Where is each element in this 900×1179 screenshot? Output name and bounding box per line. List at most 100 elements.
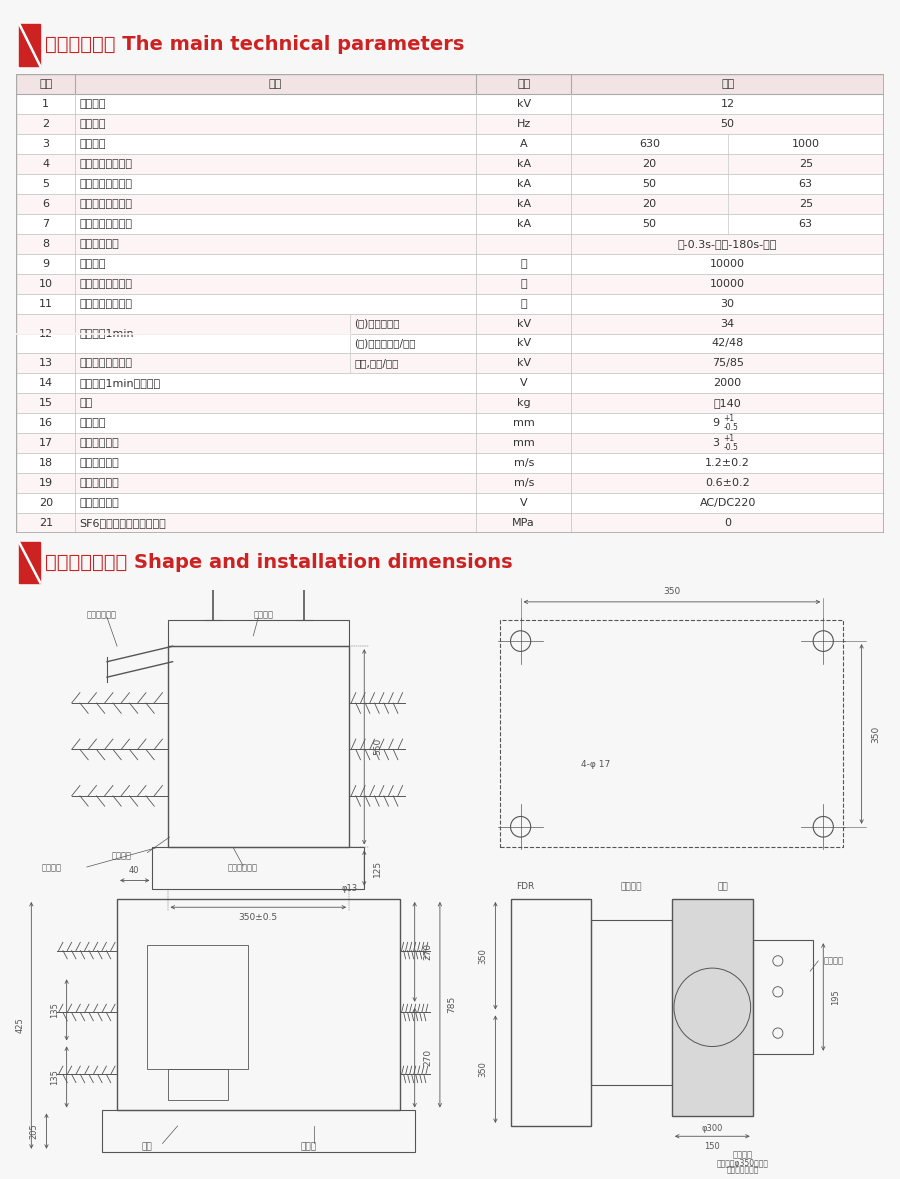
Text: 25: 25 xyxy=(798,199,813,209)
Bar xyxy=(16,114,884,134)
Bar xyxy=(16,274,884,294)
Bar xyxy=(167,1069,228,1100)
Text: 额定电流: 额定电流 xyxy=(79,139,106,149)
Text: 次: 次 xyxy=(520,278,527,289)
Bar xyxy=(16,334,884,354)
Text: 触头接触行程: 触头接触行程 xyxy=(79,439,120,448)
Bar xyxy=(16,453,884,473)
Text: 40: 40 xyxy=(129,865,140,875)
Text: 1: 1 xyxy=(42,99,50,110)
Text: （适用于φ350以下）: （适用于φ350以下） xyxy=(716,1159,769,1167)
Text: 13: 13 xyxy=(39,358,53,368)
Bar xyxy=(102,1111,415,1152)
Text: V: V xyxy=(520,498,527,508)
Bar xyxy=(752,941,814,1054)
Text: kV: kV xyxy=(517,338,531,349)
Text: 机构罩: 机构罩 xyxy=(301,1142,317,1151)
Text: 785: 785 xyxy=(447,996,456,1014)
Text: A: A xyxy=(520,139,527,149)
Text: 名称: 名称 xyxy=(269,79,283,90)
Text: 50: 50 xyxy=(643,219,656,229)
Text: 1000: 1000 xyxy=(792,139,820,149)
Text: 14: 14 xyxy=(39,378,53,388)
Bar xyxy=(19,24,40,66)
Text: (湿)相间，对地: (湿)相间，对地 xyxy=(355,318,400,329)
Text: 12: 12 xyxy=(39,329,53,338)
Text: kV: kV xyxy=(517,318,531,329)
Bar xyxy=(16,74,884,94)
Text: 11: 11 xyxy=(39,298,53,309)
Text: 储能指示: 储能指示 xyxy=(112,851,132,861)
Text: 6: 6 xyxy=(42,199,50,209)
Text: 相间,对地/断口: 相间,对地/断口 xyxy=(355,358,399,368)
Text: 手动储能手柄: 手动储能手柄 xyxy=(86,611,117,620)
Text: kA: kA xyxy=(517,159,531,169)
Bar xyxy=(16,253,884,274)
Text: 额定电流开断次数: 额定电流开断次数 xyxy=(79,278,132,289)
Text: 额定操作电压: 额定操作电压 xyxy=(79,498,120,508)
Text: 21: 21 xyxy=(39,518,53,528)
Bar xyxy=(16,213,884,233)
Text: 10000: 10000 xyxy=(710,258,745,269)
Bar xyxy=(19,542,40,582)
Text: 270: 270 xyxy=(423,1049,432,1066)
Text: 额定短时耐受电流: 额定短时耐受电流 xyxy=(79,199,132,209)
Text: 固定金具: 固定金具 xyxy=(824,956,843,966)
Text: 箱体: 箱体 xyxy=(142,1142,153,1151)
Text: 12: 12 xyxy=(721,99,734,110)
Text: 雷电冲击耐受电压: 雷电冲击耐受电压 xyxy=(79,358,132,368)
Text: -0.5: -0.5 xyxy=(724,443,738,452)
Text: 额定频率: 额定频率 xyxy=(79,119,106,130)
Text: 5: 5 xyxy=(42,179,50,189)
Bar xyxy=(16,174,884,193)
Text: 20: 20 xyxy=(39,498,53,508)
Text: 手合指示: 手合指示 xyxy=(253,611,274,620)
Text: kA: kA xyxy=(517,179,531,189)
Text: Hz: Hz xyxy=(517,119,531,130)
Text: 序号: 序号 xyxy=(39,79,52,90)
Text: 17: 17 xyxy=(39,439,53,448)
Text: 额定短路关合电流: 额定短路关合电流 xyxy=(79,219,132,229)
Text: 8: 8 xyxy=(42,239,50,249)
Bar xyxy=(16,154,884,174)
Text: 额定短路开断次数: 额定短路开断次数 xyxy=(79,298,132,309)
Bar xyxy=(16,134,884,154)
Text: 安装挂钩: 安装挂钩 xyxy=(621,882,643,891)
Text: 150: 150 xyxy=(705,1142,720,1151)
Text: 控制装置尺寸图: 控制装置尺寸图 xyxy=(726,1166,759,1174)
Bar xyxy=(672,898,752,1115)
Text: 270: 270 xyxy=(423,943,432,961)
Text: 9: 9 xyxy=(42,258,50,269)
Text: 次: 次 xyxy=(520,258,527,269)
Text: 19: 19 xyxy=(39,477,53,488)
Text: 50: 50 xyxy=(643,179,656,189)
Text: 425: 425 xyxy=(15,1017,24,1033)
Text: AC/DC220: AC/DC220 xyxy=(699,498,756,508)
Text: 触头开距: 触头开距 xyxy=(79,419,106,428)
Text: m/s: m/s xyxy=(514,459,534,468)
Text: 125: 125 xyxy=(373,859,382,877)
Bar xyxy=(16,433,884,453)
Text: 额定短路开断电流: 额定短路开断电流 xyxy=(79,159,132,169)
Text: φ13: φ13 xyxy=(341,884,357,894)
Text: 350: 350 xyxy=(871,725,880,743)
Bar xyxy=(16,414,884,433)
Text: 205: 205 xyxy=(30,1124,39,1139)
Text: 额定操作顺序: 额定操作顺序 xyxy=(79,239,120,249)
Text: 350±0.5: 350±0.5 xyxy=(238,913,278,922)
Text: +1: +1 xyxy=(724,414,734,423)
Text: 195: 195 xyxy=(831,989,840,1005)
Text: 25: 25 xyxy=(798,159,813,169)
Text: 18: 18 xyxy=(39,459,53,468)
Text: 4: 4 xyxy=(42,159,50,169)
Bar xyxy=(117,898,400,1111)
Text: 350: 350 xyxy=(479,948,488,963)
Text: 350: 350 xyxy=(663,587,680,597)
Text: 4-φ 17: 4-φ 17 xyxy=(581,760,610,770)
Text: 34: 34 xyxy=(721,318,734,329)
Bar xyxy=(16,473,884,493)
Text: 75/85: 75/85 xyxy=(712,358,743,368)
Bar xyxy=(16,374,884,394)
Text: 二次回路1min工频耐压: 二次回路1min工频耐压 xyxy=(79,378,161,388)
Text: 63: 63 xyxy=(798,179,813,189)
